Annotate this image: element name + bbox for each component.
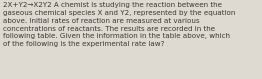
Text: 2X+Y2→X2Y2 A chemist is studying the reaction between the
gaseous chemical speci: 2X+Y2→X2Y2 A chemist is studying the rea… <box>3 2 236 47</box>
